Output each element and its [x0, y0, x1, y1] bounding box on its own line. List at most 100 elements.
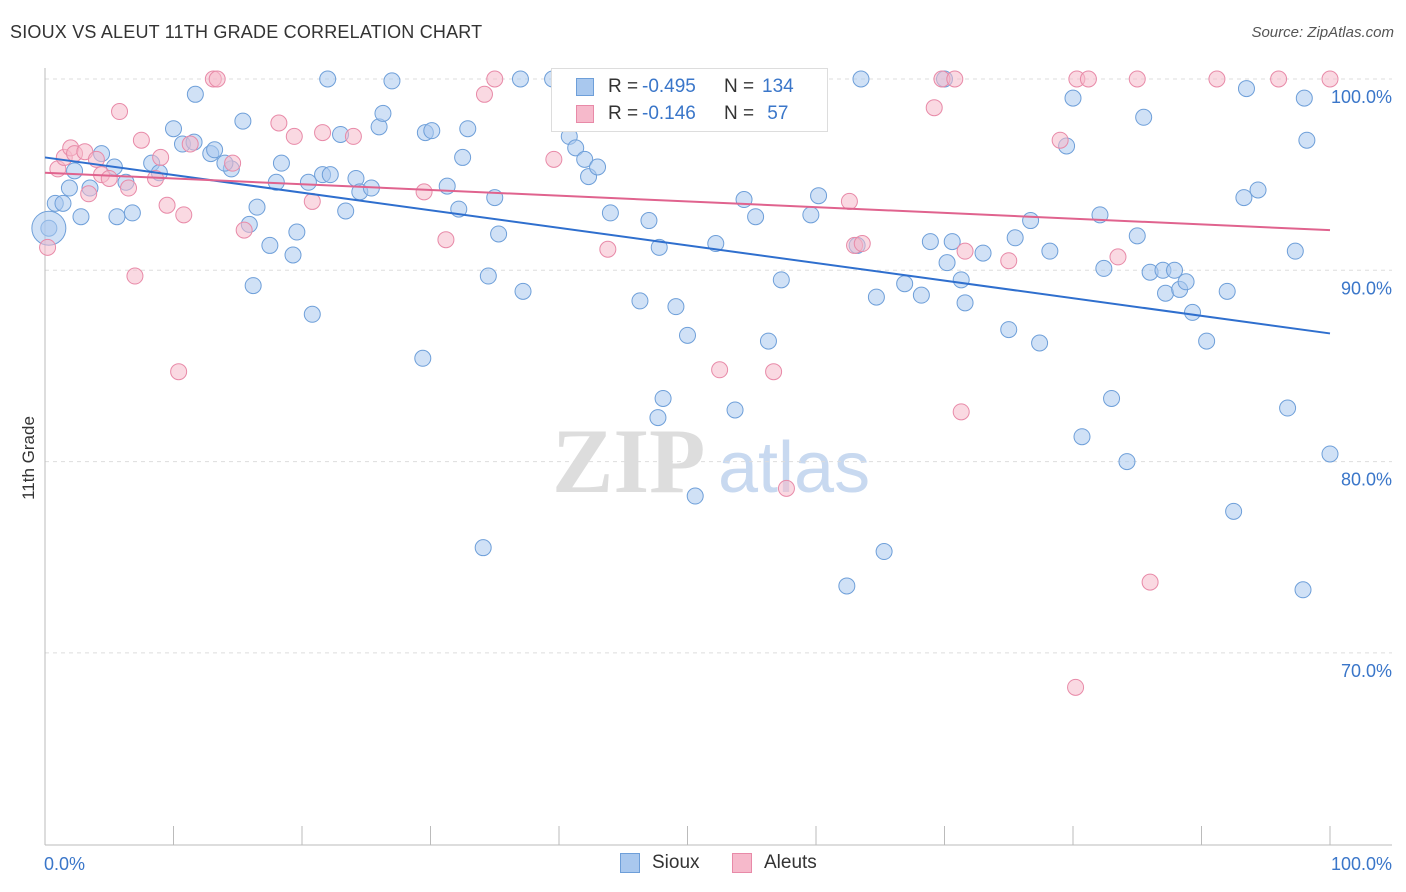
aleut-point	[1079, 70, 1097, 88]
aleuts-swatch	[576, 105, 594, 123]
sioux-point	[303, 305, 321, 323]
sioux-point	[1294, 581, 1312, 599]
aleuts-legend-swatch	[732, 853, 752, 873]
sioux-point	[1321, 445, 1339, 463]
legend-row-aleuts: R = -0.146 N = 57	[576, 102, 788, 126]
aleut-point	[925, 99, 943, 117]
aleut-point	[170, 363, 188, 381]
sioux-point	[284, 246, 302, 264]
watermark-atlas: atlas	[718, 428, 870, 508]
y-axis-label: 11th Grade	[19, 416, 38, 500]
chart-title: SIOUX VS ALEUT 11TH GRADE CORRELATION CH…	[10, 22, 483, 42]
y-tick-label: 80.0%	[1341, 470, 1392, 490]
aleut-point	[152, 148, 170, 166]
sioux-point	[66, 162, 84, 180]
sioux-point	[54, 194, 72, 212]
aleut-point	[235, 221, 253, 239]
sioux-point	[1041, 242, 1059, 260]
sioux-point	[1073, 428, 1091, 446]
aleut-point	[415, 183, 433, 201]
y-tick-label: 70.0%	[1341, 661, 1392, 681]
aleut-point	[1109, 248, 1127, 266]
aleut-point	[437, 231, 455, 249]
x-tick-label: 0.0%	[44, 854, 85, 874]
sioux-point	[1295, 89, 1313, 107]
sioux-point	[319, 70, 337, 88]
aleut-point	[100, 169, 118, 187]
sioux-point	[601, 204, 619, 222]
sioux-point	[654, 389, 672, 407]
sioux-point	[1166, 261, 1184, 279]
sioux-point	[108, 208, 126, 226]
sioux-point	[72, 208, 90, 226]
sioux-point	[1184, 303, 1202, 321]
sioux-point	[852, 70, 870, 88]
sioux-point	[1000, 321, 1018, 339]
sioux-point	[321, 166, 339, 184]
sioux-point	[511, 70, 529, 88]
sioux-point	[1218, 282, 1236, 300]
aleut-point	[853, 235, 871, 253]
sioux-point	[383, 72, 401, 90]
aleut-point	[1208, 70, 1226, 88]
series-legend: Sioux Aleuts	[0, 852, 1406, 878]
sioux-point	[514, 282, 532, 300]
y-tick-label: 100.0%	[1331, 87, 1392, 107]
aleut-point	[344, 127, 362, 145]
sioux-point	[474, 539, 492, 557]
sioux-point	[576, 150, 594, 168]
sioux-point	[272, 154, 290, 172]
r-value: -0.146	[642, 103, 696, 124]
aleut-point	[208, 70, 226, 88]
sioux-point	[640, 212, 658, 230]
correlation-legend: R = -0.495 N = 134 R = -0.146 N = 57	[551, 68, 828, 132]
sioux-point	[838, 577, 856, 595]
sioux-point	[1064, 89, 1082, 107]
aleut-point	[1321, 70, 1339, 88]
sioux-point	[938, 254, 956, 272]
aleut-point	[303, 192, 321, 210]
sioux-legend-label: Sioux	[652, 852, 700, 873]
sioux-point	[414, 349, 432, 367]
sioux-point	[1095, 259, 1113, 277]
sioux-point	[649, 409, 667, 427]
sioux-point	[1157, 284, 1175, 302]
aleut-point	[545, 150, 563, 168]
sioux-point	[1235, 189, 1253, 207]
sioux-point	[288, 223, 306, 241]
y-tick-label: 90.0%	[1341, 278, 1392, 298]
aleut-point	[158, 196, 176, 214]
sioux-point	[952, 271, 970, 289]
sioux-point	[1118, 453, 1136, 471]
aleut-point	[111, 103, 129, 121]
aleut-point	[1000, 252, 1018, 270]
sioux-point	[299, 173, 317, 191]
aleut-point	[1141, 573, 1159, 591]
sioux-swatch	[576, 78, 594, 96]
sioux-point	[1237, 80, 1255, 98]
sioux-point	[459, 120, 477, 138]
sioux-point	[943, 233, 961, 251]
source-credit: Source: ZipAtlas.com	[1251, 24, 1394, 41]
legend-row-sioux: R = -0.495 N = 134	[576, 75, 794, 99]
sioux-point	[667, 298, 685, 316]
aleut-point	[1051, 131, 1069, 149]
aleut-point	[80, 185, 98, 203]
aleut-point	[840, 192, 858, 210]
aleut-point	[486, 70, 504, 88]
sioux-point	[679, 326, 696, 344]
sioux-point	[912, 286, 930, 304]
series-aleuts	[39, 70, 1339, 696]
sioux-point	[479, 267, 497, 285]
sioux-point	[123, 204, 141, 222]
n-value: 134	[762, 76, 794, 97]
n-value: 57	[762, 103, 789, 124]
aleut-point	[946, 70, 964, 88]
sioux-point	[1103, 389, 1121, 407]
sioux-point	[956, 294, 974, 312]
aleut-point	[765, 363, 783, 381]
sioux-point	[248, 198, 266, 216]
axis-labels: 70.0% 80.0% 90.0% 100.0% 0.0% 100.0% 11th Grad…	[19, 87, 1392, 874]
sioux-point	[974, 244, 992, 262]
